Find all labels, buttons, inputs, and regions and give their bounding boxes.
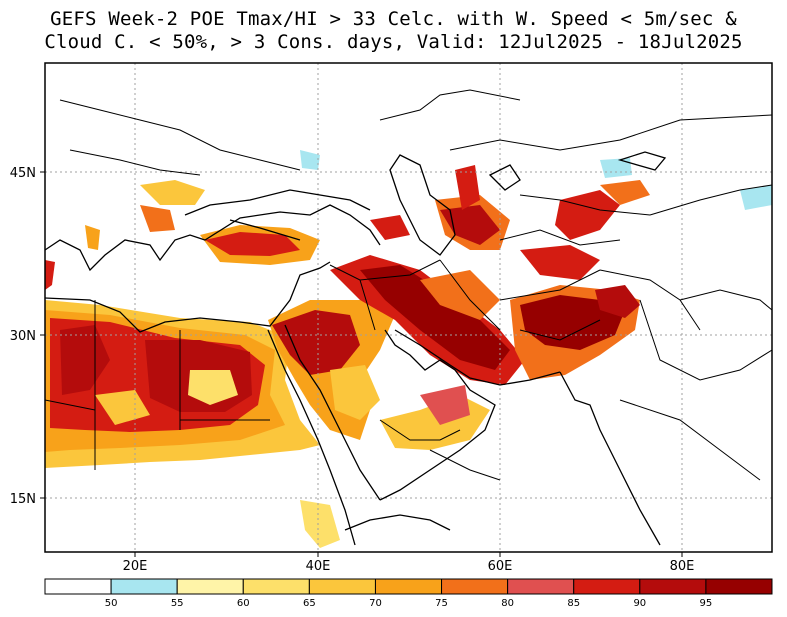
colorbar-tick-label: 60 <box>237 598 250 609</box>
colorbar-tick-label: 90 <box>633 598 646 609</box>
lat-lon-grid <box>45 63 772 552</box>
colorbar-swatch <box>705 578 773 595</box>
colorbar-swatch <box>308 578 376 595</box>
map-title-line-1: GEFS Week-2 POE Tmax/HI > 33 Celc. with … <box>50 8 737 30</box>
colorbar-swatch <box>176 578 244 595</box>
colorbar-swatch <box>639 578 707 595</box>
colorbar-swatch <box>44 578 112 595</box>
map-title-line-2: Cloud C. < 50%, > 3 Cons. days, Valid: 1… <box>44 31 743 53</box>
colorbar-tick-label: 95 <box>700 598 713 609</box>
lat-label-45n: 45N <box>10 166 36 181</box>
colorbar-tick-label: 80 <box>501 598 514 609</box>
axis-ticks <box>40 171 683 557</box>
colorbar-swatch <box>507 578 575 595</box>
colorbar-swatch <box>441 578 509 595</box>
colorbar-tick-label: 65 <box>303 598 316 609</box>
map-area <box>45 63 772 552</box>
colorbar-tick-label: 75 <box>435 598 448 609</box>
lat-label-15n: 15N <box>10 492 36 507</box>
lon-label-60e: 60E <box>488 559 513 574</box>
colorbar-tick-label: 55 <box>171 598 184 609</box>
colorbar-swatch <box>573 578 641 595</box>
map-frame <box>44 62 773 553</box>
colorbar-tick-label: 85 <box>567 598 580 609</box>
colorbar-tick-label: 70 <box>369 598 382 609</box>
lon-label-80e: 80E <box>670 559 695 574</box>
country-borders <box>45 89 772 481</box>
colorbar: 50 55 60 65 70 75 80 85 90 95 <box>44 578 773 609</box>
coastlines <box>45 151 667 546</box>
lon-label-40e: 40E <box>306 559 331 574</box>
colorbar-swatch <box>242 578 310 595</box>
colorbar-swatch <box>110 578 178 595</box>
lon-label-20e: 20E <box>123 559 148 574</box>
probability-shading <box>45 150 772 548</box>
colorbar-tick-label: 50 <box>105 598 118 609</box>
colorbar-swatch <box>374 578 443 595</box>
lat-label-30n: 30N <box>10 329 36 344</box>
